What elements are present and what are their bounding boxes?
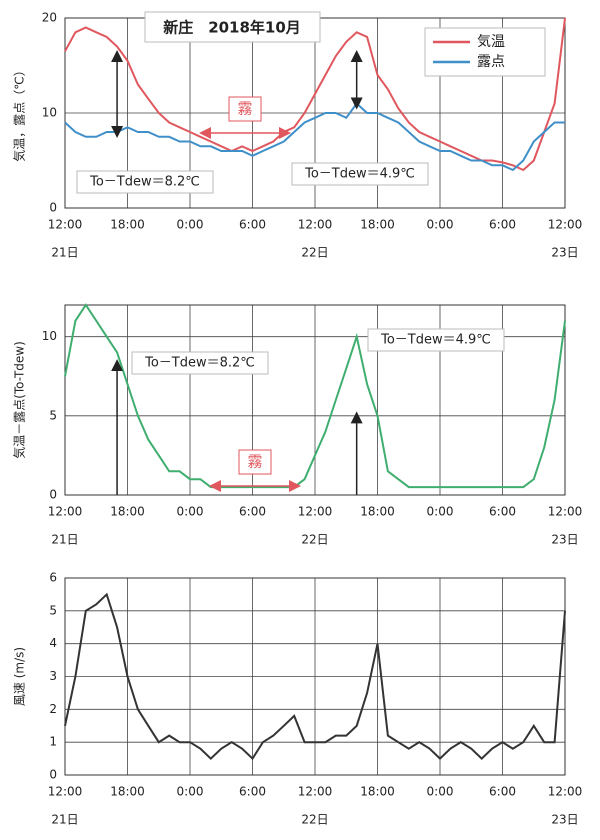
- annotation: 霧: [247, 453, 262, 471]
- title-box: [144, 11, 321, 43]
- day-label: 23日: [551, 533, 578, 547]
- x-tick-label: 18:00: [360, 218, 395, 232]
- y-tick-label: 4: [49, 636, 57, 650]
- y-tick-label: 1: [49, 735, 57, 749]
- y-axis-label: 気温，露点（℃）: [12, 64, 27, 161]
- y-tick-label: 5: [49, 408, 57, 422]
- x-tick-label: 12:00: [298, 505, 333, 519]
- annotation: To－Tdew＝4.9℃: [304, 167, 415, 182]
- legend-box: [424, 27, 546, 77]
- day-label: 22日: [301, 813, 328, 827]
- x-tick-label: 18:00: [360, 785, 395, 799]
- y-tick-label: 10: [42, 106, 57, 120]
- y-tick-label: 0: [49, 488, 57, 502]
- y-tick-label: 20: [42, 11, 57, 25]
- y-tick-label: 2: [49, 702, 57, 716]
- x-tick-label: 0:00: [177, 785, 204, 799]
- plot-frame: [64, 304, 566, 496]
- x-tick-label: 6:00: [489, 785, 516, 799]
- x-tick-label: 6:00: [239, 505, 266, 519]
- day-label: 23日: [551, 813, 578, 827]
- x-tick-label: 0:00: [427, 505, 454, 519]
- annotation: 霧: [237, 100, 252, 118]
- day-label: 23日: [551, 246, 578, 260]
- annotation-box: [367, 328, 505, 352]
- x-tick-label: 6:00: [239, 785, 266, 799]
- x-tick-label: 18:00: [110, 505, 145, 519]
- fog-box: [228, 96, 262, 122]
- x-tick-label: 12:00: [48, 505, 83, 519]
- x-tick-label: 0:00: [427, 218, 454, 232]
- x-tick-label: 0:00: [177, 505, 204, 519]
- x-tick-label: 12:00: [548, 785, 583, 799]
- y-tick-label: 10: [42, 329, 57, 343]
- y-tick-label: 0: [49, 201, 57, 215]
- data-line: [64, 303, 566, 489]
- day-label: 22日: [301, 246, 328, 260]
- x-tick-label: 12:00: [548, 505, 583, 519]
- day-label: 22日: [301, 533, 328, 547]
- x-tick-label: 0:00: [177, 218, 204, 232]
- x-tick-label: 12:00: [298, 218, 333, 232]
- x-tick-label: 12:00: [298, 785, 333, 799]
- annotation-box: [131, 351, 269, 375]
- x-tick-label: 0:00: [427, 785, 454, 799]
- plot-frame: [64, 577, 566, 776]
- legend-label: 気温: [477, 34, 505, 50]
- chart-title: 新庄 2018年10月: [163, 19, 301, 37]
- day-label: 21日: [51, 533, 78, 547]
- x-tick-label: 6:00: [489, 218, 516, 232]
- x-tick-label: 6:00: [239, 218, 266, 232]
- x-tick-label: 12:00: [548, 218, 583, 232]
- y-axis-label: 気温－露点(To-Tdew): [12, 341, 27, 459]
- day-label: 21日: [51, 246, 78, 260]
- data-line: [64, 102, 565, 172]
- x-tick-label: 18:00: [110, 218, 145, 232]
- fog-box: [238, 449, 272, 475]
- y-axis-label: 風速 (m/s): [13, 647, 27, 706]
- x-tick-label: 12:00: [48, 785, 83, 799]
- day-label: 21日: [51, 813, 78, 827]
- data-line: [64, 592, 566, 761]
- y-tick-label: 3: [49, 669, 57, 683]
- legend-label: 露点: [477, 54, 505, 70]
- y-tick-label: 5: [49, 603, 57, 617]
- annotation-box: [76, 170, 214, 194]
- y-tick-label: 6: [49, 571, 57, 585]
- x-tick-label: 18:00: [110, 785, 145, 799]
- annotation: To－Tdew＝8.2℃: [89, 175, 200, 190]
- annotation: To－Tdew＝4.9℃: [380, 333, 491, 348]
- annotation-box: [291, 162, 429, 186]
- x-tick-label: 18:00: [360, 505, 395, 519]
- annotation: To－Tdew＝8.2℃: [144, 356, 255, 371]
- x-tick-label: 6:00: [489, 505, 516, 519]
- x-tick-label: 12:00: [48, 218, 83, 232]
- y-tick-label: 0: [49, 768, 57, 782]
